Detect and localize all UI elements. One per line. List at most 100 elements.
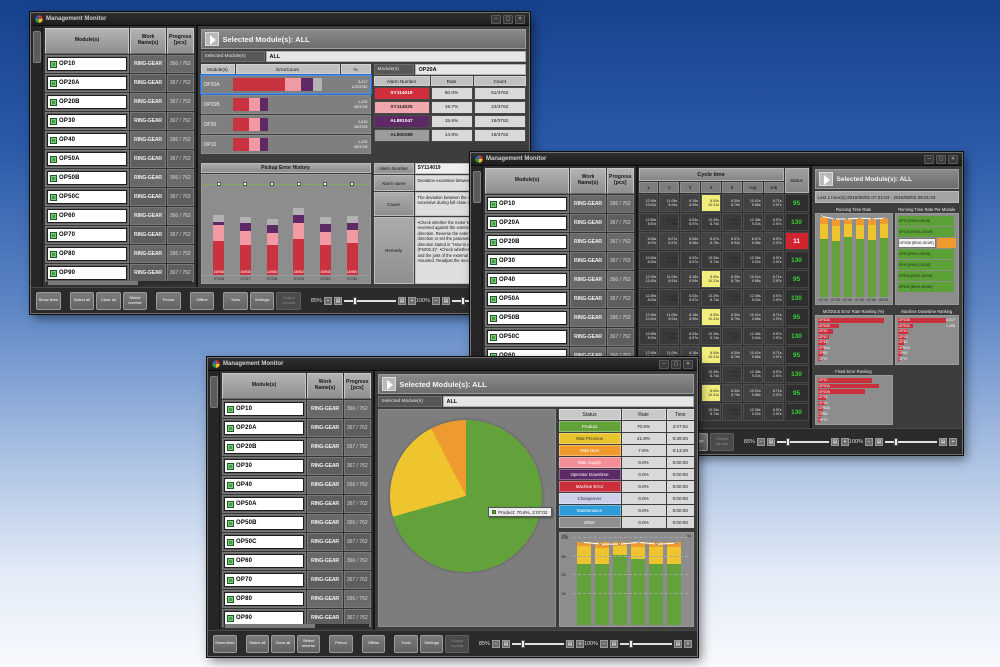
checkbox-icon[interactable] [50, 60, 57, 68]
checkbox-icon[interactable] [227, 424, 234, 432]
zoom-slider[interactable] [776, 437, 829, 446]
module-row[interactable]: OP50B RING-GEAR 366 / 762 [485, 309, 634, 327]
checkbox-icon[interactable] [50, 212, 57, 220]
alarm-module-value[interactable]: OP20A [414, 64, 526, 75]
module-row[interactable]: OP20B RING-GEAR 367 / 762 [45, 93, 194, 111]
module-row[interactable]: OP40 RING-GEAR 366 / 762 [222, 476, 371, 494]
checkbox-icon[interactable] [490, 200, 497, 208]
checkbox-icon[interactable] [227, 595, 234, 603]
module-row[interactable]: OP50C RING-GEAR 367 / 762 [45, 188, 194, 206]
zoom-slider-thumb[interactable] [352, 296, 357, 305]
module-row[interactable]: OP10 RING-GEAR 366 / 762 [485, 195, 634, 213]
error-row[interactable]: OP20B 1,215 45/3705 [200, 95, 371, 114]
offline-button[interactable]: Offline [361, 634, 386, 653]
zoom-out-icon[interactable]: − [323, 296, 332, 305]
zoom-slider[interactable] [885, 437, 937, 446]
checkbox-icon[interactable] [490, 257, 497, 265]
zoom-page-icon[interactable]: ▤ [333, 296, 342, 305]
offline-button[interactable]: Offline [189, 291, 215, 310]
zoom-page-icon[interactable]: ▤ [565, 639, 574, 648]
zoom-in-icon[interactable]: + [407, 296, 416, 305]
h-scrollbar[interactable] [224, 624, 369, 628]
checkbox-icon[interactable] [227, 462, 234, 470]
selected-modules-value[interactable]: ALL [265, 51, 526, 62]
close-icon[interactable]: ✕ [948, 154, 958, 164]
zoom-in-icon[interactable]: + [575, 639, 584, 648]
module-row[interactable]: OP30 RING-GEAR 367 / 762 [485, 252, 634, 270]
checkbox-icon[interactable] [227, 405, 234, 413]
module-row[interactable]: OP30 RING-GEAR 367 / 762 [45, 112, 194, 130]
zoom-slider[interactable] [620, 639, 673, 648]
side-tab[interactable] [473, 171, 481, 203]
h-scrollbar[interactable] [47, 281, 192, 285]
panel-splitter[interactable] [809, 166, 812, 428]
checkbox-icon[interactable] [50, 98, 57, 106]
select-reverse-button[interactable]: Select reverse [296, 634, 321, 653]
title-bar[interactable]: Management Monitor ─ ▢ ✕ [471, 153, 962, 166]
zoom-in-icon[interactable]: + [840, 437, 849, 446]
alarm-row[interactable]: SY114019 50.0% 61/3762 [373, 87, 526, 100]
module-row[interactable]: OP50B RING-GEAR 366 / 762 [222, 514, 371, 532]
settings-button[interactable]: Settings [419, 634, 444, 653]
checkbox-icon[interactable] [227, 481, 234, 489]
zoom-in-icon[interactable]: + [684, 639, 693, 648]
checkbox-icon[interactable] [50, 155, 57, 163]
checkbox-icon[interactable] [50, 136, 57, 144]
zoom-page-icon[interactable]: ▤ [610, 639, 619, 648]
checkbox-icon[interactable] [490, 295, 497, 303]
period-button[interactable]: Period [156, 291, 181, 310]
zoom-in-icon[interactable]: + [949, 437, 957, 446]
minimize-icon[interactable]: ─ [659, 359, 669, 369]
zoom-page-icon[interactable]: ▤ [875, 437, 883, 446]
panel-splitter[interactable] [372, 371, 375, 630]
module-row[interactable]: OP60 RING-GEAR 366 / 762 [45, 207, 194, 225]
side-tab[interactable] [210, 376, 218, 408]
period-button[interactable]: Period [329, 634, 353, 653]
checkbox-icon[interactable] [490, 276, 497, 284]
show-lines-button[interactable]: Show lines [36, 291, 61, 310]
error-row[interactable]: OP10 1,215 45/3705 [200, 135, 371, 154]
checkbox-icon[interactable] [490, 238, 497, 246]
select-all-button[interactable]: Select all [245, 634, 270, 653]
checkbox-icon[interactable] [227, 500, 234, 508]
maximize-icon[interactable]: ▢ [503, 14, 513, 24]
select-all-button[interactable]: Select all [69, 291, 95, 310]
module-row[interactable]: OP50C RING-GEAR 367 / 762 [222, 533, 371, 551]
module-row[interactable]: OP50A RING-GEAR 367 / 762 [45, 150, 194, 168]
zoom-slider-thumb[interactable] [894, 437, 898, 446]
tools-button[interactable]: Tools [223, 291, 248, 310]
alarm-row[interactable]: AL800298 14.8% 18/3762 [373, 129, 526, 142]
clear-all-button[interactable]: Clear all [271, 634, 295, 653]
zoom-page-icon[interactable]: ▤ [766, 437, 775, 446]
zoom-out-icon[interactable]: − [756, 437, 765, 446]
zoom-slider-thumb[interactable] [520, 639, 525, 648]
settings-button[interactable]: Settings [249, 291, 275, 310]
checkbox-icon[interactable] [227, 576, 234, 584]
module-row[interactable]: OP40 RING-GEAR 366 / 762 [45, 131, 194, 149]
zoom-page-icon[interactable]: ▤ [501, 639, 510, 648]
zoom-out-icon[interactable]: − [432, 296, 441, 305]
module-row[interactable]: OP20A RING-GEAR 367 / 762 [45, 74, 194, 92]
checkbox-icon[interactable] [227, 557, 234, 565]
zoom-slider-thumb[interactable] [461, 296, 466, 305]
zoom-slider[interactable] [343, 296, 396, 305]
checkbox-icon[interactable] [50, 269, 57, 277]
maximize-icon[interactable]: ▢ [936, 154, 946, 164]
module-row[interactable]: OP30 RING-GEAR 367 / 762 [222, 457, 371, 475]
zoom-page-icon[interactable]: ▤ [397, 296, 406, 305]
zoom-out-icon[interactable]: − [491, 639, 500, 648]
maximize-icon[interactable]: ▢ [671, 359, 681, 369]
zoom-slider-thumb[interactable] [785, 437, 790, 446]
checkbox-icon[interactable] [227, 614, 234, 622]
checkbox-icon[interactable] [227, 443, 234, 451]
checkbox-icon[interactable] [490, 333, 497, 341]
module-row[interactable]: OP40 RING-GEAR 366 / 762 [485, 271, 634, 289]
checkbox-icon[interactable] [490, 219, 497, 227]
checkbox-icon[interactable] [50, 250, 57, 258]
zoom-out-icon[interactable]: − [600, 639, 609, 648]
title-bar[interactable]: Management Monitor ─ ▢ ✕ [208, 358, 697, 371]
